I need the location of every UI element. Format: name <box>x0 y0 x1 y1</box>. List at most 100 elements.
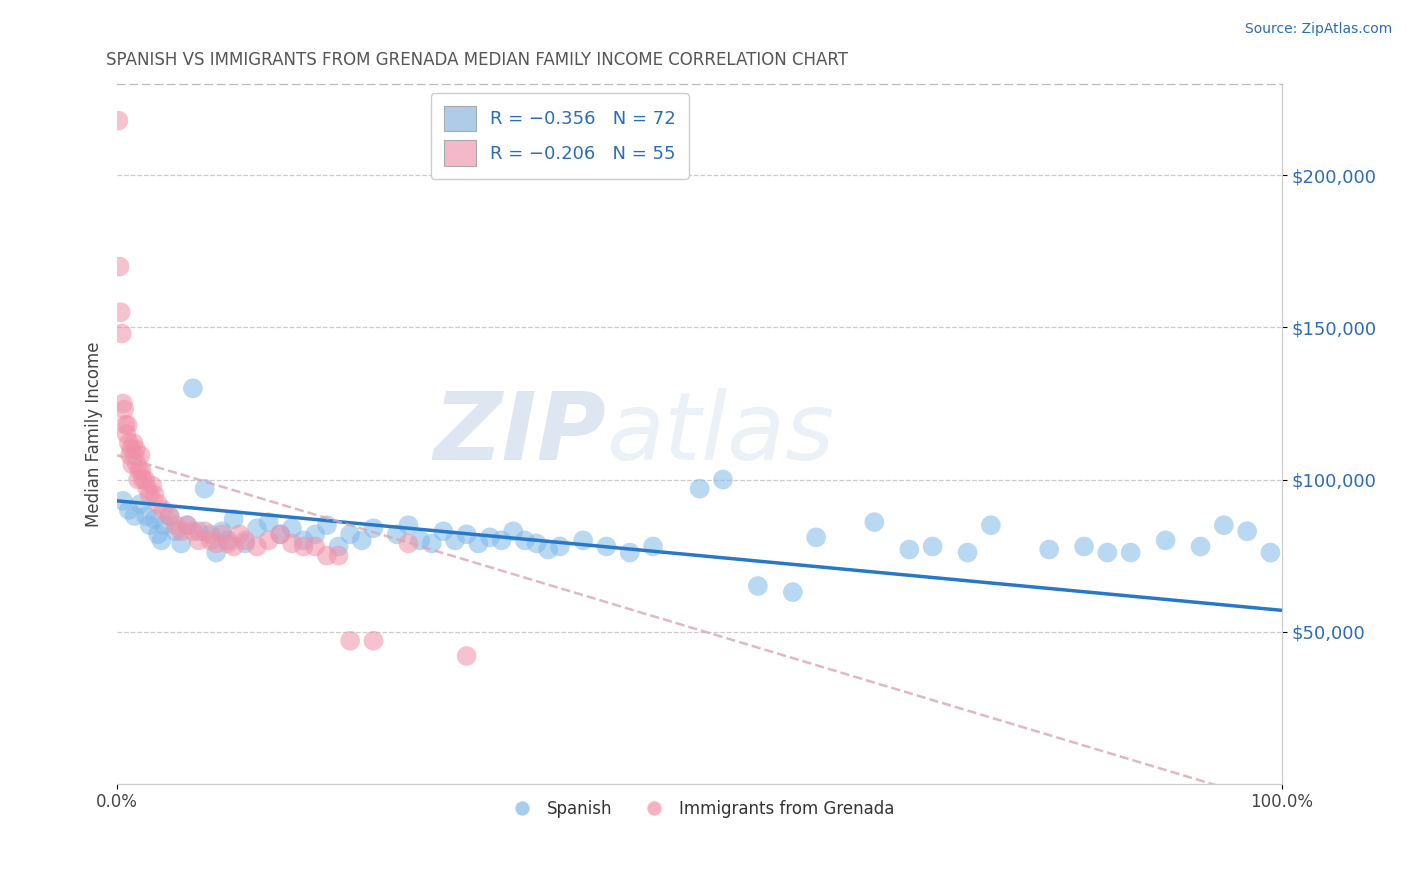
Point <box>315 549 337 563</box>
Point <box>257 533 280 548</box>
Point <box>111 396 134 410</box>
Point <box>363 521 385 535</box>
Point <box>1189 540 1212 554</box>
Point <box>117 417 139 432</box>
Point <box>187 524 209 539</box>
Point <box>170 536 193 550</box>
Point <box>111 493 134 508</box>
Point <box>456 648 478 663</box>
Point <box>181 524 204 539</box>
Point <box>921 540 943 554</box>
Point <box>409 533 432 548</box>
Point <box>132 473 155 487</box>
Point <box>328 540 350 554</box>
Point <box>200 527 222 541</box>
Point <box>292 533 315 548</box>
Point <box>537 542 560 557</box>
Point <box>146 527 169 541</box>
Point <box>304 540 326 554</box>
Point <box>281 521 304 535</box>
Point <box>315 518 337 533</box>
Point <box>165 518 187 533</box>
Point <box>1038 542 1060 557</box>
Point <box>478 530 501 544</box>
Point <box>363 633 385 648</box>
Legend: Spanish, Immigrants from Grenada: Spanish, Immigrants from Grenada <box>498 793 901 824</box>
Point <box>217 536 239 550</box>
Point <box>152 518 174 533</box>
Point <box>124 509 146 524</box>
Point <box>595 540 617 554</box>
Point <box>513 533 536 548</box>
Point <box>804 530 827 544</box>
Text: ZIP: ZIP <box>433 388 606 480</box>
Point <box>980 518 1002 533</box>
Point <box>150 533 173 548</box>
Point <box>619 545 641 559</box>
Point <box>432 524 454 539</box>
Point <box>118 503 141 517</box>
Point <box>134 473 156 487</box>
Point <box>143 512 166 526</box>
Point <box>139 488 162 502</box>
Point <box>304 527 326 541</box>
Point <box>111 326 134 341</box>
Point <box>491 533 513 548</box>
Point <box>281 536 304 550</box>
Point <box>1073 540 1095 554</box>
Point <box>1097 545 1119 559</box>
Point <box>121 458 143 472</box>
Point <box>176 518 198 533</box>
Point <box>420 536 443 550</box>
Point <box>122 436 145 450</box>
Point <box>222 540 245 554</box>
Point <box>139 518 162 533</box>
Point <box>747 579 769 593</box>
Point <box>165 524 187 539</box>
Point <box>135 509 157 524</box>
Point <box>350 533 373 548</box>
Point <box>222 512 245 526</box>
Text: atlas: atlas <box>606 388 835 479</box>
Point <box>1236 524 1258 539</box>
Point <box>269 527 291 541</box>
Point <box>228 527 250 541</box>
Point <box>572 533 595 548</box>
Point <box>1119 545 1142 559</box>
Point <box>108 260 131 274</box>
Point <box>128 463 150 477</box>
Point <box>211 527 233 541</box>
Point <box>200 533 222 548</box>
Point <box>170 524 193 539</box>
Point <box>159 509 181 524</box>
Point <box>181 381 204 395</box>
Point <box>396 518 419 533</box>
Point <box>269 527 291 541</box>
Point <box>782 585 804 599</box>
Point <box>193 482 215 496</box>
Point <box>1212 518 1234 533</box>
Point <box>187 533 209 548</box>
Point <box>114 417 136 432</box>
Point <box>211 524 233 539</box>
Point <box>193 524 215 539</box>
Point <box>205 536 228 550</box>
Text: SPANISH VS IMMIGRANTS FROM GRENADA MEDIAN FAMILY INCOME CORRELATION CHART: SPANISH VS IMMIGRANTS FROM GRENADA MEDIA… <box>105 51 848 69</box>
Point <box>548 540 571 554</box>
Point <box>217 533 239 548</box>
Point <box>127 473 149 487</box>
Point <box>110 305 132 319</box>
Point <box>396 536 419 550</box>
Point <box>292 540 315 554</box>
Point <box>711 473 734 487</box>
Point <box>115 426 138 441</box>
Point <box>141 478 163 492</box>
Y-axis label: Median Family Income: Median Family Income <box>86 341 103 526</box>
Point <box>176 518 198 533</box>
Point <box>107 113 129 128</box>
Point <box>339 633 361 648</box>
Point <box>467 536 489 550</box>
Point <box>385 527 408 541</box>
Point <box>131 463 153 477</box>
Point <box>205 545 228 559</box>
